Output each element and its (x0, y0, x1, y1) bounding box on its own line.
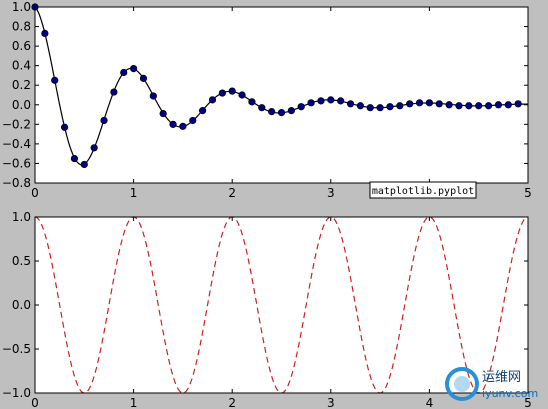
top-data-point (346, 100, 355, 108)
bottom-ytick-label: 0.0 (12, 298, 31, 312)
top-data-point (484, 102, 493, 110)
bottom-subplot: 0 1 2 3 4 5 −1.0 −0.5 0.0 0.5 1.0 (2, 210, 532, 409)
top-data-point (435, 100, 443, 108)
top-data-point (386, 103, 394, 111)
top-data-point (189, 116, 197, 125)
annotation-box (369, 181, 477, 199)
top-ytick-label: 0.0 (12, 98, 31, 112)
top-data-point (248, 98, 256, 106)
top-data-point (514, 100, 522, 108)
top-data-point (277, 108, 286, 117)
top-data-point (159, 109, 167, 118)
top-series-damped-cosine (31, 3, 529, 169)
top-axes-frame (34, 6, 529, 184)
bottom-xtick-label: 3 (327, 396, 335, 409)
annotation: matplotlib.pyplot (369, 181, 477, 199)
top-data-point (238, 91, 246, 99)
top-data-point (268, 108, 276, 116)
top-data-point (297, 103, 305, 111)
top-data-point (317, 97, 325, 105)
top-data-point (80, 160, 88, 169)
bottom-ytick-label: −0.5 (2, 342, 31, 356)
bottom-xtick-label: 0 (31, 396, 39, 409)
top-data-point (70, 154, 79, 163)
bottom-xtick-label: 1 (130, 396, 138, 409)
top-data-point (337, 97, 345, 105)
top-data-point (287, 107, 295, 115)
top-data-point (100, 116, 108, 125)
top-data-point (149, 92, 157, 100)
top-data-point (327, 96, 335, 104)
watermark-core-icon (454, 376, 470, 392)
watermark-subtext: iyunv.com (482, 387, 538, 400)
top-data-point (169, 120, 177, 128)
top-xtick-label: 3 (327, 186, 335, 200)
top-ytick-label: −0.8 (2, 176, 31, 190)
top-subplot: 012345−0.8−0.6−0.4−0.20.00.20.40.60.81.0… (2, 0, 532, 200)
bottom-xtick-label: 2 (228, 396, 236, 409)
watermark-swirl-icon (445, 367, 479, 401)
top-data-point (504, 101, 512, 109)
top-xtick-label: 0 (31, 186, 39, 200)
bottom-ytick-label: −1.0 (2, 386, 31, 400)
top-data-point (41, 29, 49, 38)
top-data-point (465, 102, 473, 110)
top-data-point (120, 68, 128, 77)
bottom-plot-area (35, 217, 528, 393)
top-ytick-label: 0.2 (12, 78, 31, 92)
top-data-point (307, 99, 315, 107)
top-data-point (494, 101, 503, 109)
top-ytick-label: −0.4 (2, 137, 31, 151)
top-ytick-label: 0.4 (12, 59, 31, 73)
top-plot-area (35, 7, 528, 183)
top-data-point (130, 64, 138, 73)
bottom-axes-frame (34, 216, 529, 394)
top-data-point (376, 104, 384, 112)
top-data-point (415, 99, 424, 107)
top-data-point (228, 87, 236, 95)
bottom-ytick-label: 0.5 (12, 254, 31, 268)
bottom-xtick-label: 4 (426, 396, 434, 409)
top-data-point (366, 104, 374, 112)
top-xtick-label: 2 (228, 186, 236, 200)
top-data-point (356, 102, 364, 110)
top-data-point (139, 74, 148, 82)
top-data-point (60, 123, 69, 131)
annotation-text: matplotlib.pyplot (372, 186, 474, 197)
top-data-point (51, 76, 59, 84)
watermark-text: 运维网 (482, 370, 521, 385)
watermark: 运维网 iyunv.com (445, 367, 538, 401)
top-data-point (90, 144, 98, 152)
top-data-point (218, 89, 226, 97)
top-data-point (179, 122, 187, 130)
top-ytick-label: 0.8 (12, 20, 31, 34)
top-ytick-label: 1.0 (12, 0, 31, 14)
top-data-point (208, 96, 217, 104)
top-xtick-label: 5 (524, 186, 532, 200)
top-data-point (406, 100, 414, 108)
top-data-point (445, 101, 453, 109)
top-ytick-label: −0.2 (2, 117, 31, 131)
top-xtick-label: 1 (130, 186, 138, 200)
bottom-ytick-label: 1.0 (12, 210, 31, 224)
top-data-point (455, 102, 463, 110)
bottom-xtick-label: 5 (524, 396, 532, 409)
top-data-point (110, 88, 118, 96)
top-data-point (258, 104, 266, 112)
top-ytick-label: −0.6 (2, 156, 31, 170)
top-data-point (475, 102, 483, 110)
top-data-point (199, 107, 207, 115)
top-ytick-label: 0.6 (12, 39, 31, 53)
top-data-point (425, 99, 434, 107)
top-data-point (396, 102, 404, 110)
